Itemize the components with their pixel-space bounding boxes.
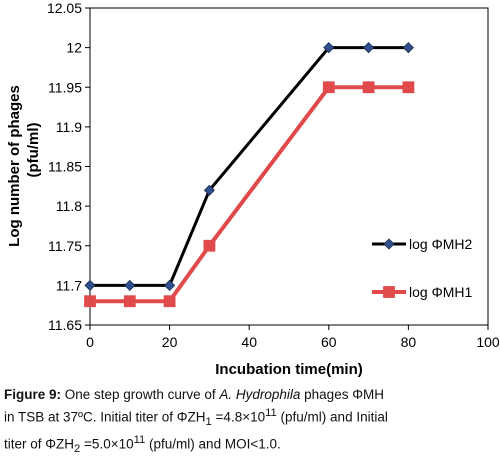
- legend-item: log ΦMH2: [372, 236, 473, 252]
- figure-caption: Figure 9: One step growth curve of A. Hy…: [4, 386, 496, 458]
- x-tick-label: 80: [401, 334, 417, 350]
- data-point: [84, 295, 96, 308]
- y-tick-label: 11.7: [56, 277, 82, 293]
- y-axis-ticks: 11.65 11.7 11.75 11.8 11.85 11.9 11.95 12 12.05: [47, 0, 90, 333]
- data-point: [203, 239, 216, 252]
- series-line: [90, 46, 409, 287]
- caption-text-5: (pfu/ml) and Initial: [276, 409, 388, 425]
- y-axis-label-line2: (pfu/ml): [25, 123, 42, 178]
- caption-text-7: =5.0×10: [80, 436, 134, 452]
- caption-sub-2: 2: [74, 443, 81, 456]
- caption-text-3: in TSB at 37ºC. Initial titer of ΦZH: [4, 409, 206, 425]
- data-point: [84, 279, 96, 291]
- series-1-markers: [84, 42, 414, 291]
- caption-text-8: (pfu/ml) and MOI<1.0.: [145, 436, 281, 452]
- legend-label: log ΦMH2: [409, 236, 473, 252]
- data-point: [124, 279, 136, 291]
- caption-sup-1: 11: [265, 407, 277, 419]
- x-tick-label: 100: [476, 334, 500, 350]
- legend-item: log ΦMH1: [372, 284, 473, 300]
- data-point: [163, 295, 176, 308]
- x-axis-label: Incubation time(min): [215, 361, 363, 378]
- data-point: [164, 279, 176, 291]
- legend-swatch-marker: [383, 238, 395, 250]
- x-axis-ticks: 0 20 40 60 80 100: [86, 325, 500, 350]
- data-point: [402, 42, 414, 54]
- series-line: [90, 85, 409, 304]
- caption-sub-1: 1: [205, 416, 212, 429]
- y-tick-label: 11.85: [48, 159, 82, 175]
- data-point: [362, 81, 375, 94]
- caption-line-3: titer of ΦZH2 =5.0×1011 (pfu/ml) and MOI…: [4, 431, 496, 458]
- data-point: [322, 81, 335, 94]
- y-tick-label: 11.95: [48, 79, 82, 95]
- caption-figure-label: Figure 9:: [4, 387, 62, 402]
- x-tick-label: 40: [241, 334, 257, 350]
- y-tick-label: 11.9: [56, 119, 82, 135]
- x-tick-label: 20: [162, 334, 178, 350]
- legend: log ΦMH2 log ΦMH1: [372, 236, 473, 300]
- caption-sup-2: 11: [133, 434, 146, 447]
- data-point: [323, 42, 335, 54]
- y-tick-label: 11.8: [56, 198, 82, 214]
- x-tick-label: 0: [86, 334, 94, 350]
- y-tick-label: 12.05: [47, 0, 82, 16]
- caption-text-1: One step growth curve of: [61, 387, 220, 402]
- legend-label: log ΦMH1: [409, 284, 473, 300]
- y-tick-label: 11.75: [48, 238, 82, 254]
- caption-text-6: titer of ΦZH: [4, 436, 75, 452]
- caption-species: A. Hydrophila: [219, 387, 301, 402]
- y-tick-label: 11.65: [48, 317, 82, 333]
- series-1: [90, 46, 409, 287]
- plot-area-frame: [89, 7, 489, 326]
- chart: 11.6511.711.7511.811.8511.911.951212.05 …: [6, 0, 500, 378]
- y-axis-label-line1: Log number of phages: [6, 85, 23, 247]
- legend-swatch-marker: [383, 286, 395, 298]
- caption-line-1: Figure 9: One step growth curve of A. Hy…: [4, 386, 496, 404]
- series-2-markers: [84, 81, 415, 308]
- caption-line-2: in TSB at 37ºC. Initial titer of ΦZH1 =4…: [4, 404, 496, 431]
- data-point: [363, 42, 375, 54]
- y-tick-label: 12: [66, 40, 82, 56]
- caption-text-4: =4.8×10: [211, 409, 266, 425]
- data-point: [203, 184, 215, 196]
- series-layer: [84, 42, 415, 308]
- series-2: [90, 85, 409, 304]
- caption-text-2: phages ΦMH: [300, 387, 384, 402]
- x-tick-label: 60: [321, 334, 337, 350]
- data-point: [123, 295, 136, 308]
- data-point: [402, 81, 415, 94]
